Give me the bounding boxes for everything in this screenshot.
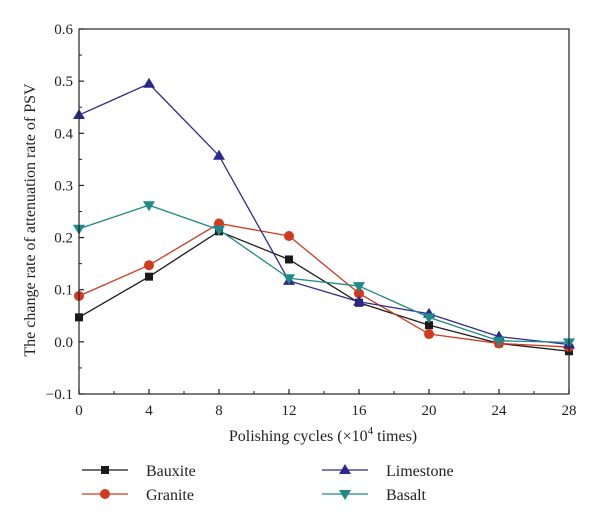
x-tick-label: 24 xyxy=(492,403,508,419)
legend-marker-granite xyxy=(100,489,110,499)
data-point-basalt xyxy=(143,201,155,212)
legend-label-basalt: Basalt xyxy=(386,487,427,504)
y-axis-label: The change rate of attenuation rate of P… xyxy=(22,83,39,357)
x-tick-label: 16 xyxy=(352,403,368,419)
data-point-limestone xyxy=(143,77,155,88)
y-tick-label: 0.3 xyxy=(54,178,73,194)
data-point-granite xyxy=(284,231,294,242)
legend-item-limestone: Limestone xyxy=(322,463,454,480)
x-tick-label: 0 xyxy=(75,403,83,419)
data-point-granite xyxy=(424,329,434,340)
data-point-basalt xyxy=(493,336,505,347)
data-point-bauxite xyxy=(285,255,293,264)
y-tick-label: 0.2 xyxy=(54,231,73,247)
data-point-basalt xyxy=(353,282,365,293)
data-point-bauxite xyxy=(145,272,153,281)
data-point-limestone xyxy=(213,149,225,160)
legend-label-limestone: Limestone xyxy=(386,463,454,480)
legend: Bauxite Granite Limestone Basalt xyxy=(82,463,454,504)
legend-item-bauxite: Bauxite xyxy=(82,463,196,480)
legend-marker-basalt xyxy=(339,490,351,500)
data-point-basalt xyxy=(213,225,225,236)
series-line-basalt xyxy=(78,204,570,344)
series-granite xyxy=(74,218,574,353)
legend-label-granite: Granite xyxy=(146,487,194,504)
series-line-granite xyxy=(78,222,570,348)
y-tick-label: 0.4 xyxy=(54,126,73,142)
plot-area xyxy=(73,77,575,356)
x-tick-label: 12 xyxy=(282,403,297,419)
data-point-bauxite xyxy=(425,321,433,330)
series-limestone xyxy=(73,77,575,349)
data-point-basalt xyxy=(283,274,295,285)
series-line-limestone xyxy=(78,82,570,346)
y-tick-label: 0.5 xyxy=(54,74,73,90)
data-point-granite xyxy=(354,288,364,299)
x-tick-label: 28 xyxy=(562,403,577,419)
y-tick-label: −0.1 xyxy=(46,387,73,403)
data-point-granite xyxy=(144,260,154,271)
legend-marker-bauxite xyxy=(101,466,109,474)
data-point-limestone xyxy=(353,295,365,306)
legend-item-granite: Granite xyxy=(82,487,194,504)
y-tick-label: 0.1 xyxy=(54,283,73,299)
legend-item-basalt: Basalt xyxy=(322,487,427,504)
legend-marker-limestone xyxy=(339,464,351,474)
x-tick-label: 8 xyxy=(215,403,223,419)
x-tick-label: 20 xyxy=(422,403,437,419)
y-tick-label: 0.0 xyxy=(54,335,73,351)
y-tick-label: 0.6 xyxy=(54,22,73,38)
x-tick-label: 4 xyxy=(145,403,153,419)
data-point-basalt xyxy=(423,313,435,324)
axes: −0.1 0.0 0.1 0.2 0.3 0.4 0.5 0.6 0 4 8 12 16 20 24 28 xyxy=(46,22,577,419)
legend-label-bauxite: Bauxite xyxy=(146,463,196,480)
x-axis-label: Polishing cycles (×104 times) xyxy=(229,425,417,445)
series-line-bauxite xyxy=(78,230,570,352)
